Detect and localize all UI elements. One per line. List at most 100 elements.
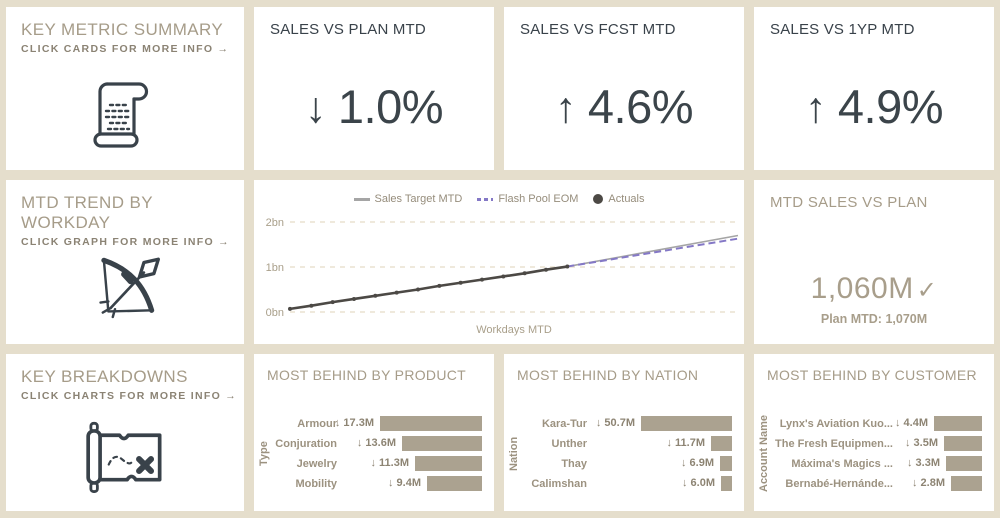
card-title: SALES VS FCST MTD bbox=[520, 21, 676, 38]
data-point-marker[interactable] bbox=[394, 290, 399, 295]
treasure-map-icon bbox=[6, 412, 244, 503]
bar-row[interactable]: Lynx's Aviation Kuo... ↓ 4.4M bbox=[774, 416, 982, 431]
legend-line-swatch bbox=[477, 197, 494, 201]
card-most-behind-by-product[interactable]: MOST BEHIND BY PRODUCT Type Armour ↓ 17.3… bbox=[254, 354, 494, 511]
kpi-number: 4.9% bbox=[837, 80, 944, 133]
bar-row[interactable]: Armour ↓ 17.3M bbox=[274, 416, 482, 431]
bar-plot: ↓ 11.3M bbox=[346, 456, 482, 471]
data-point-marker[interactable] bbox=[288, 306, 292, 311]
card-sales-vs-1yp-mtd[interactable]: SALES VS 1YP MTD ↑ 4.9% bbox=[754, 7, 994, 170]
card-title: MTD TREND BY WORKDAY bbox=[21, 193, 153, 232]
category-label: Bernabé-Hernánde... bbox=[785, 477, 893, 490]
legend-line-swatch bbox=[353, 197, 370, 201]
card-mtd-trend-by-workday[interactable]: MTD TREND BY WORKDAY CLICK GRAPH FOR MOR… bbox=[6, 180, 244, 344]
data-point-marker[interactable] bbox=[437, 283, 442, 288]
data-point-marker[interactable] bbox=[309, 303, 314, 308]
kpi-value: ↓ 1.0% bbox=[254, 79, 494, 134]
value-label: ↓ 9.4M bbox=[387, 477, 421, 489]
bar-row[interactable]: Mobility ↓ 9.4M bbox=[274, 476, 482, 491]
line-chart[interactable]: 0bn 1bn 2bn bbox=[254, 210, 744, 330]
scroll-icon bbox=[6, 65, 244, 162]
bar-plot: ↓ 11.7M bbox=[596, 436, 732, 451]
value-label: ↓ 11.7M bbox=[666, 437, 705, 449]
data-point-marker[interactable] bbox=[416, 287, 420, 292]
value-label: ↓ 50.7M bbox=[595, 417, 635, 429]
card-sales-vs-plan-mtd[interactable]: SALES VS PLAN MTD ↓ 1.0% bbox=[254, 7, 494, 170]
bar-row[interactable]: The Fresh Equipmen... ↓ 3.5M bbox=[774, 436, 982, 451]
bar-rows: Lynx's Aviation Kuo... ↓ 4.4M The Fresh Eq… bbox=[774, 411, 982, 496]
data-point-marker[interactable] bbox=[330, 300, 335, 305]
bar[interactable] bbox=[721, 476, 732, 491]
card-key-metric-summary[interactable]: KEY METRIC SUMMARY CLICK CARDS FOR MORE … bbox=[6, 7, 244, 170]
card-mtd-trend-chart[interactable]: Sales Target MTD Flash Pool EOM Actuals 0b… bbox=[254, 180, 744, 344]
legend-item[interactable]: Actuals bbox=[593, 193, 645, 205]
data-point-marker[interactable] bbox=[352, 296, 356, 301]
kpi-number: 1.0% bbox=[337, 80, 444, 133]
bar-plot: ↓ 50.7M bbox=[596, 416, 732, 431]
bar[interactable] bbox=[711, 436, 732, 451]
series-Flash Pool EOM[interactable] bbox=[567, 237, 739, 268]
bar[interactable] bbox=[427, 476, 482, 491]
bar[interactable] bbox=[641, 416, 732, 431]
legend-item[interactable]: Sales Target MTD bbox=[353, 193, 463, 205]
bar[interactable] bbox=[720, 456, 732, 471]
bar-row[interactable]: Máxima's Magics ... ↓ 3.3M bbox=[774, 456, 982, 471]
data-point-marker[interactable] bbox=[501, 274, 506, 279]
data-point-marker[interactable] bbox=[480, 277, 484, 282]
legend-item[interactable]: Flash Pool EOM bbox=[477, 193, 578, 205]
plan-number: 1,060M bbox=[810, 272, 914, 305]
bar-plot: ↓ 6.0M bbox=[596, 476, 732, 491]
y-axis-label: Type bbox=[258, 441, 270, 466]
bar[interactable] bbox=[946, 456, 982, 471]
legend-label: Flash Pool EOM bbox=[498, 193, 579, 205]
chart-legend: Sales Target MTD Flash Pool EOM Actuals bbox=[254, 193, 744, 205]
bar-row[interactable]: Conjuration ↓ 13.6M bbox=[274, 436, 482, 451]
bar-chart: Account Name Lynx's Aviation Kuo... ↓ 4.4… bbox=[754, 411, 994, 496]
bar-row[interactable]: Bernabé-Hernánde... ↓ 2.8M bbox=[774, 476, 982, 491]
bar-plot: ↓ 3.3M bbox=[902, 456, 982, 471]
data-point-marker[interactable] bbox=[544, 267, 548, 272]
category-label: Armour bbox=[297, 417, 337, 430]
bar[interactable] bbox=[380, 416, 482, 431]
bar-row[interactable]: Thay ↓ 6.9M bbox=[524, 456, 732, 471]
card-sales-vs-fcst-mtd[interactable]: SALES VS FCST MTD ↑ 4.6% bbox=[504, 7, 744, 170]
data-point-marker[interactable] bbox=[565, 264, 570, 269]
data-point-marker[interactable] bbox=[373, 293, 378, 298]
value-label: ↓ 17.3M bbox=[334, 417, 374, 429]
data-point-marker[interactable] bbox=[458, 280, 463, 285]
bar-row[interactable]: Unther ↓ 11.7M bbox=[524, 436, 732, 451]
card-mtd-sales-vs-plan[interactable]: MTD SALES VS PLAN 1,060M ✓ Plan MTD: 1,07… bbox=[754, 180, 994, 344]
card-most-behind-by-nation[interactable]: MOST BEHIND BY NATION Nation Kara-Tur ↓ 5… bbox=[504, 354, 744, 511]
card-key-breakdowns[interactable]: KEY BREAKDOWNS CLICK CHARTS FOR MORE INF… bbox=[6, 354, 244, 511]
bar-plot: ↓ 6.9M bbox=[596, 456, 732, 471]
bar-chart: Nation Kara-Tur ↓ 50.7M Unther ↓ 11.7M Thay ↓… bbox=[504, 411, 744, 496]
value-label: ↓ 4.4M bbox=[894, 417, 928, 429]
card-most-behind-by-customer[interactable]: MOST BEHIND BY CUSTOMER Account Name Lyn… bbox=[754, 354, 994, 511]
bar-row[interactable]: Kara-Tur ↓ 50.7M bbox=[524, 416, 732, 431]
check-icon: ✓ bbox=[916, 277, 938, 304]
category-label: Kara-Tur bbox=[541, 417, 587, 430]
bar-rows: Armour ↓ 17.3M Conjuration ↓ 13.6M Jewelry ↓ … bbox=[274, 411, 482, 496]
bar-row[interactable]: Calimshan ↓ 6.0M bbox=[524, 476, 732, 491]
series-Actuals[interactable] bbox=[289, 265, 568, 311]
legend-label: Sales Target MTD bbox=[374, 193, 463, 205]
y-axis-label: Nation bbox=[508, 436, 520, 471]
card-subtitle: CLICK GRAPH FOR MORE INFO → bbox=[21, 236, 230, 248]
category-label: The Fresh Equipmen... bbox=[775, 437, 893, 450]
bar[interactable] bbox=[934, 416, 982, 431]
data-point-marker[interactable] bbox=[522, 271, 527, 276]
card-title: MTD SALES VS PLAN bbox=[770, 194, 928, 211]
bar[interactable] bbox=[944, 436, 982, 451]
plan-value: 1,060M ✓ bbox=[754, 272, 994, 306]
bar[interactable] bbox=[402, 436, 482, 451]
bar-rows: Kara-Tur ↓ 50.7M Unther ↓ 11.7M Thay ↓ 6.9M Ca… bbox=[524, 411, 732, 496]
y-tick-label: 2bn bbox=[266, 217, 284, 229]
bar[interactable] bbox=[951, 476, 982, 491]
value-label: ↓ 3.5M bbox=[904, 437, 938, 449]
category-label: Unther bbox=[551, 437, 587, 450]
bar[interactable] bbox=[415, 456, 482, 471]
legend-label: Actuals bbox=[608, 193, 645, 205]
bar-row[interactable]: Jewelry ↓ 11.3M bbox=[274, 456, 482, 471]
bar-chart: Type Armour ↓ 17.3M Conjuration ↓ 13.6M Jewe… bbox=[254, 411, 494, 496]
down-arrow-icon: ↓ bbox=[304, 84, 327, 132]
